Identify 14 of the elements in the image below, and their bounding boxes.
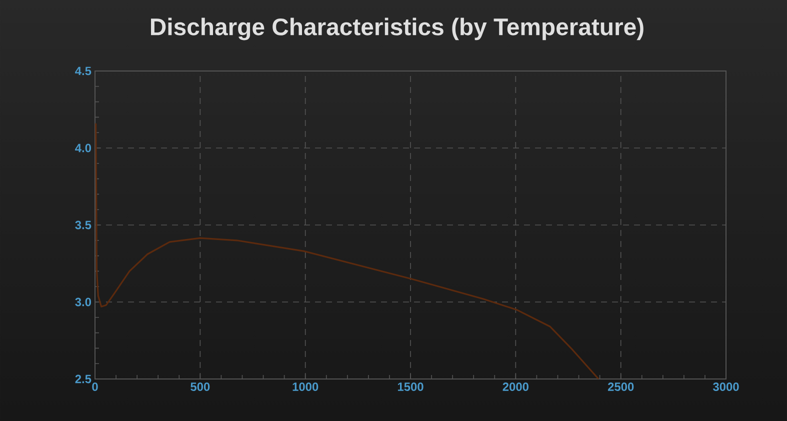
- x-tick-label: 0: [92, 382, 98, 391]
- x-tick-label: 1000: [292, 382, 318, 391]
- y-tick-label: 4.5: [75, 66, 92, 76]
- x-tick-label: 500: [190, 382, 210, 391]
- y-tick-label: 2.5: [75, 374, 92, 384]
- y-tick-label: 3.5: [75, 220, 92, 230]
- chart-title: Discharge Characteristics (by Temperature): [150, 18, 644, 40]
- y-tick-label: 4.0: [75, 144, 91, 152]
- x-tick-label: 2000: [502, 382, 528, 391]
- x-tick-label: 2500: [608, 382, 634, 391]
- y-tick-label: 3.0: [75, 298, 91, 306]
- x-tick-label: 3000: [712, 382, 739, 392]
- line-series: [95, 122, 600, 379]
- x-tick-label: 1500: [398, 382, 424, 391]
